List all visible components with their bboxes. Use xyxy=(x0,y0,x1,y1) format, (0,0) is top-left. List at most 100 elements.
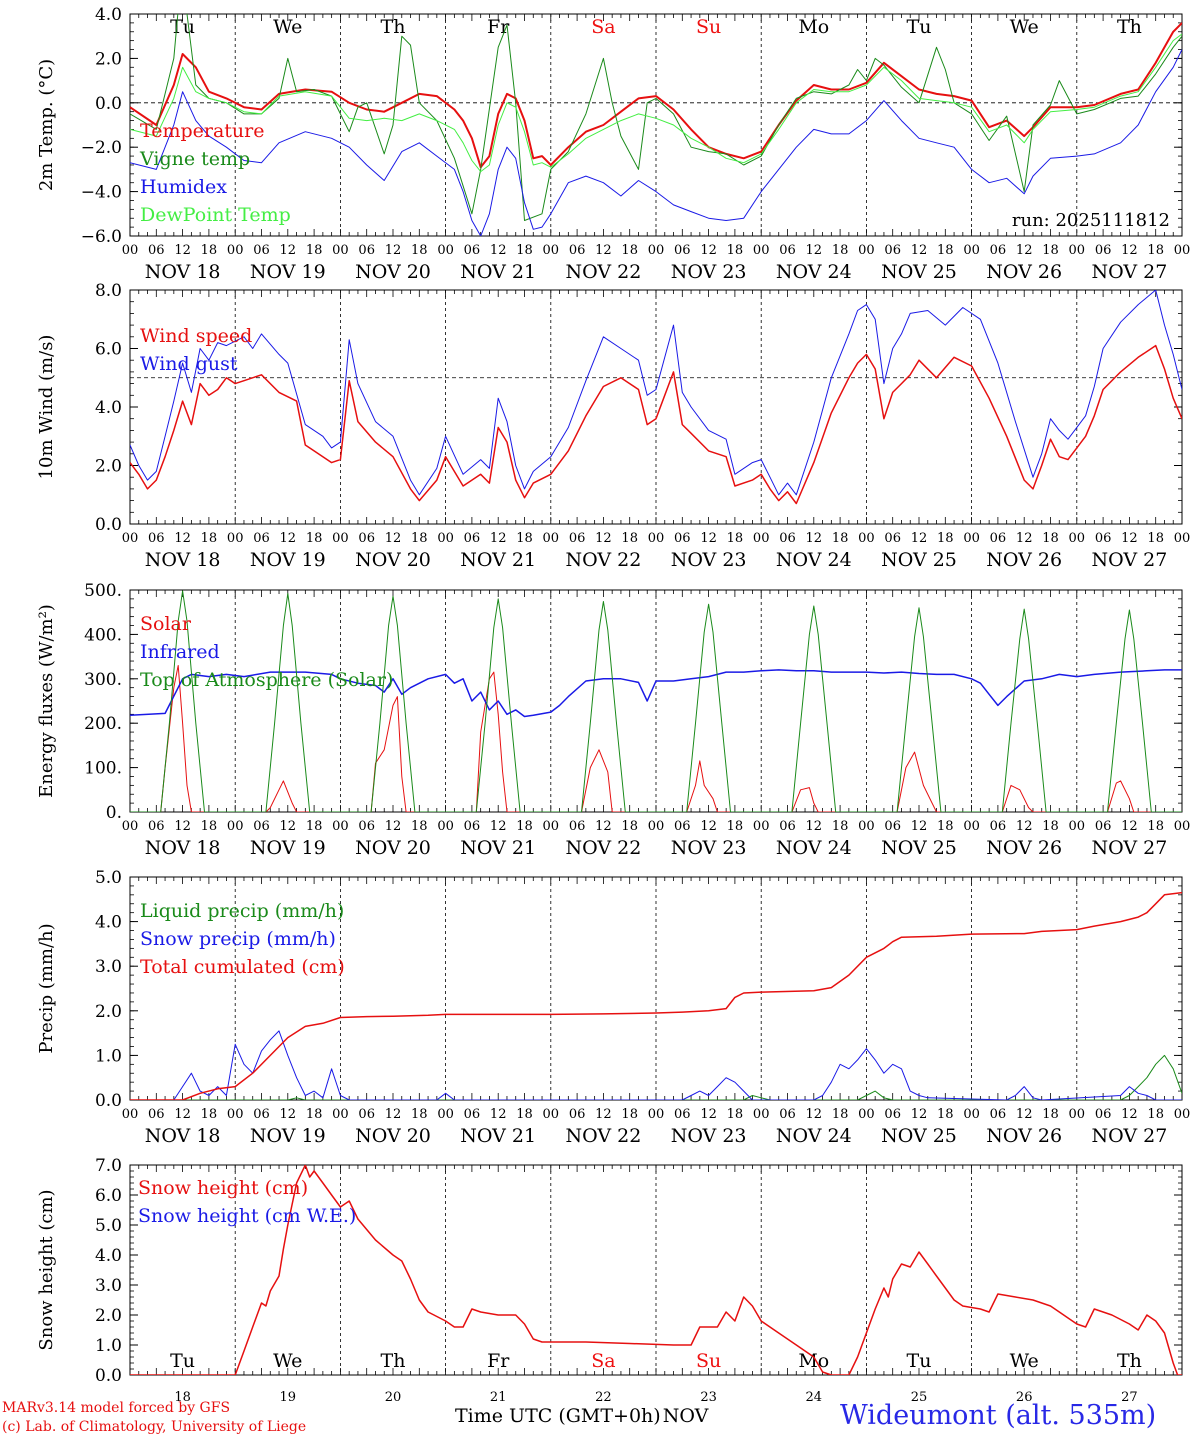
hour-label: 00 xyxy=(858,1107,875,1122)
day-number-label: 18 xyxy=(174,1390,191,1405)
hour-label: 00 xyxy=(122,243,139,258)
hour-label: 06 xyxy=(358,819,375,834)
hour-label: 18 xyxy=(306,1107,323,1122)
hour-label: 00 xyxy=(332,243,349,258)
hour-label: 12 xyxy=(1121,819,1138,834)
hour-label: 12 xyxy=(280,819,297,834)
series-line-infrared xyxy=(130,669,1182,718)
y-axis-label: Snow height (cm) xyxy=(36,1189,57,1350)
y-tick-label: 400. xyxy=(84,625,122,645)
station-name: Wideumont (alt. 535m) xyxy=(840,1400,1157,1431)
series-line-snow-precip-mm-h xyxy=(130,1030,1182,1100)
hour-label: 18 xyxy=(1147,243,1164,258)
hour-label: 18 xyxy=(1147,819,1164,834)
hour-label: 12 xyxy=(280,243,297,258)
hour-label: 00 xyxy=(1069,1107,1086,1122)
chart-panel-3: 500. 400. 300. 200. 100. 0. Energy fluxes (W/m… xyxy=(36,581,1190,859)
legend-entry: Wind speed xyxy=(140,325,252,347)
weekday-label: Fr xyxy=(487,1350,510,1372)
series-line-wind-speed xyxy=(130,344,1182,505)
hour-label: 00 xyxy=(1069,243,1086,258)
date-label: NOV 19 xyxy=(250,549,326,571)
y-axis-label: 2m Temp. (°C) xyxy=(36,59,57,191)
hour-label: 12 xyxy=(1016,531,1033,546)
hour-label: 12 xyxy=(806,243,823,258)
date-label: NOV 18 xyxy=(145,1125,221,1147)
date-label: NOV 18 xyxy=(145,837,221,859)
hour-label: 06 xyxy=(569,819,586,834)
y-tick-label: 7.0 xyxy=(95,1156,122,1176)
hour-label: 12 xyxy=(1016,243,1033,258)
legend-entry: Infrared xyxy=(140,641,220,663)
date-label: NOV 27 xyxy=(1091,261,1167,283)
hour-label: 06 xyxy=(1095,243,1112,258)
hour-label: 00 xyxy=(122,531,139,546)
hour-label: 00 xyxy=(437,243,454,258)
y-axis-label: 10m Wind (m/s) xyxy=(36,335,57,480)
hour-label: 18 xyxy=(201,243,218,258)
day-number-label: 22 xyxy=(595,1390,612,1405)
hour-label: 00 xyxy=(753,531,770,546)
hour-label: 06 xyxy=(358,243,375,258)
date-label: NOV 19 xyxy=(250,261,326,283)
legend-entry: Wind gust xyxy=(140,353,238,375)
y-tick-label: 2.0 xyxy=(95,49,122,69)
weekday-label: Mo xyxy=(798,1350,829,1372)
hour-label: 00 xyxy=(753,819,770,834)
date-label: NOV 23 xyxy=(671,261,747,283)
hour-label: 00 xyxy=(648,819,665,834)
hour-label: 18 xyxy=(937,243,954,258)
hour-label: 00 xyxy=(543,1107,560,1122)
hour-label: 06 xyxy=(253,243,270,258)
hour-label: 00 xyxy=(122,1107,139,1122)
hour-label: 18 xyxy=(411,531,428,546)
hour-label: 18 xyxy=(727,819,744,834)
hour-label: 00 xyxy=(858,531,875,546)
hour-label: 12 xyxy=(700,819,717,834)
hour-label: 00 xyxy=(122,819,139,834)
date-label: NOV 21 xyxy=(460,549,536,571)
y-tick-label: 3.0 xyxy=(95,1276,122,1296)
date-label: NOV 21 xyxy=(460,837,536,859)
hour-label: 00 xyxy=(963,531,980,546)
hour-label: 06 xyxy=(990,243,1007,258)
weekday-label: Tu xyxy=(170,1350,195,1372)
date-label: NOV 24 xyxy=(776,549,852,571)
hour-label: 18 xyxy=(937,531,954,546)
date-label: NOV 24 xyxy=(776,1125,852,1147)
hour-label: 06 xyxy=(253,531,270,546)
weekday-label: Th xyxy=(1117,16,1142,38)
hour-label: 00 xyxy=(227,243,244,258)
date-label: NOV 22 xyxy=(565,549,641,571)
hour-label: 06 xyxy=(779,531,796,546)
hour-label: 12 xyxy=(806,1107,823,1122)
series-line-snow-height-cm xyxy=(130,1165,1182,1375)
y-tick-label: −4.0 xyxy=(81,183,122,203)
weekday-label: Tu xyxy=(907,1350,932,1372)
hour-label: 12 xyxy=(1121,1107,1138,1122)
hour-label: 12 xyxy=(911,819,928,834)
legend-entry: Liquid precip (mm/h) xyxy=(140,900,344,922)
hour-label: 12 xyxy=(595,243,612,258)
hour-label: 06 xyxy=(990,819,1007,834)
weekday-label: Sa xyxy=(591,16,615,38)
y-tick-label: −6.0 xyxy=(81,227,122,247)
y-tick-label: 3.0 xyxy=(95,957,122,977)
date-label: NOV 18 xyxy=(145,261,221,283)
y-tick-label: −2.0 xyxy=(81,138,122,158)
hour-label: 06 xyxy=(674,1107,691,1122)
legend-entry: Solar xyxy=(140,613,192,635)
hour-label: 00 xyxy=(543,531,560,546)
hour-label: 06 xyxy=(779,819,796,834)
hour-label: 00 xyxy=(753,1107,770,1122)
weekday-label: Th xyxy=(1117,1350,1142,1372)
legend-entry: Snow height (cm W.E.) xyxy=(138,1205,356,1227)
date-label: NOV 25 xyxy=(881,261,957,283)
hour-label: 18 xyxy=(201,531,218,546)
hour-label: 18 xyxy=(516,1107,533,1122)
day-number-label: 21 xyxy=(490,1390,507,1405)
hour-label: 00 xyxy=(332,531,349,546)
hour-label: 06 xyxy=(990,1107,1007,1122)
series-line-top-of-atmosphere-solar xyxy=(130,590,1182,812)
date-label: NOV 20 xyxy=(355,1125,431,1147)
